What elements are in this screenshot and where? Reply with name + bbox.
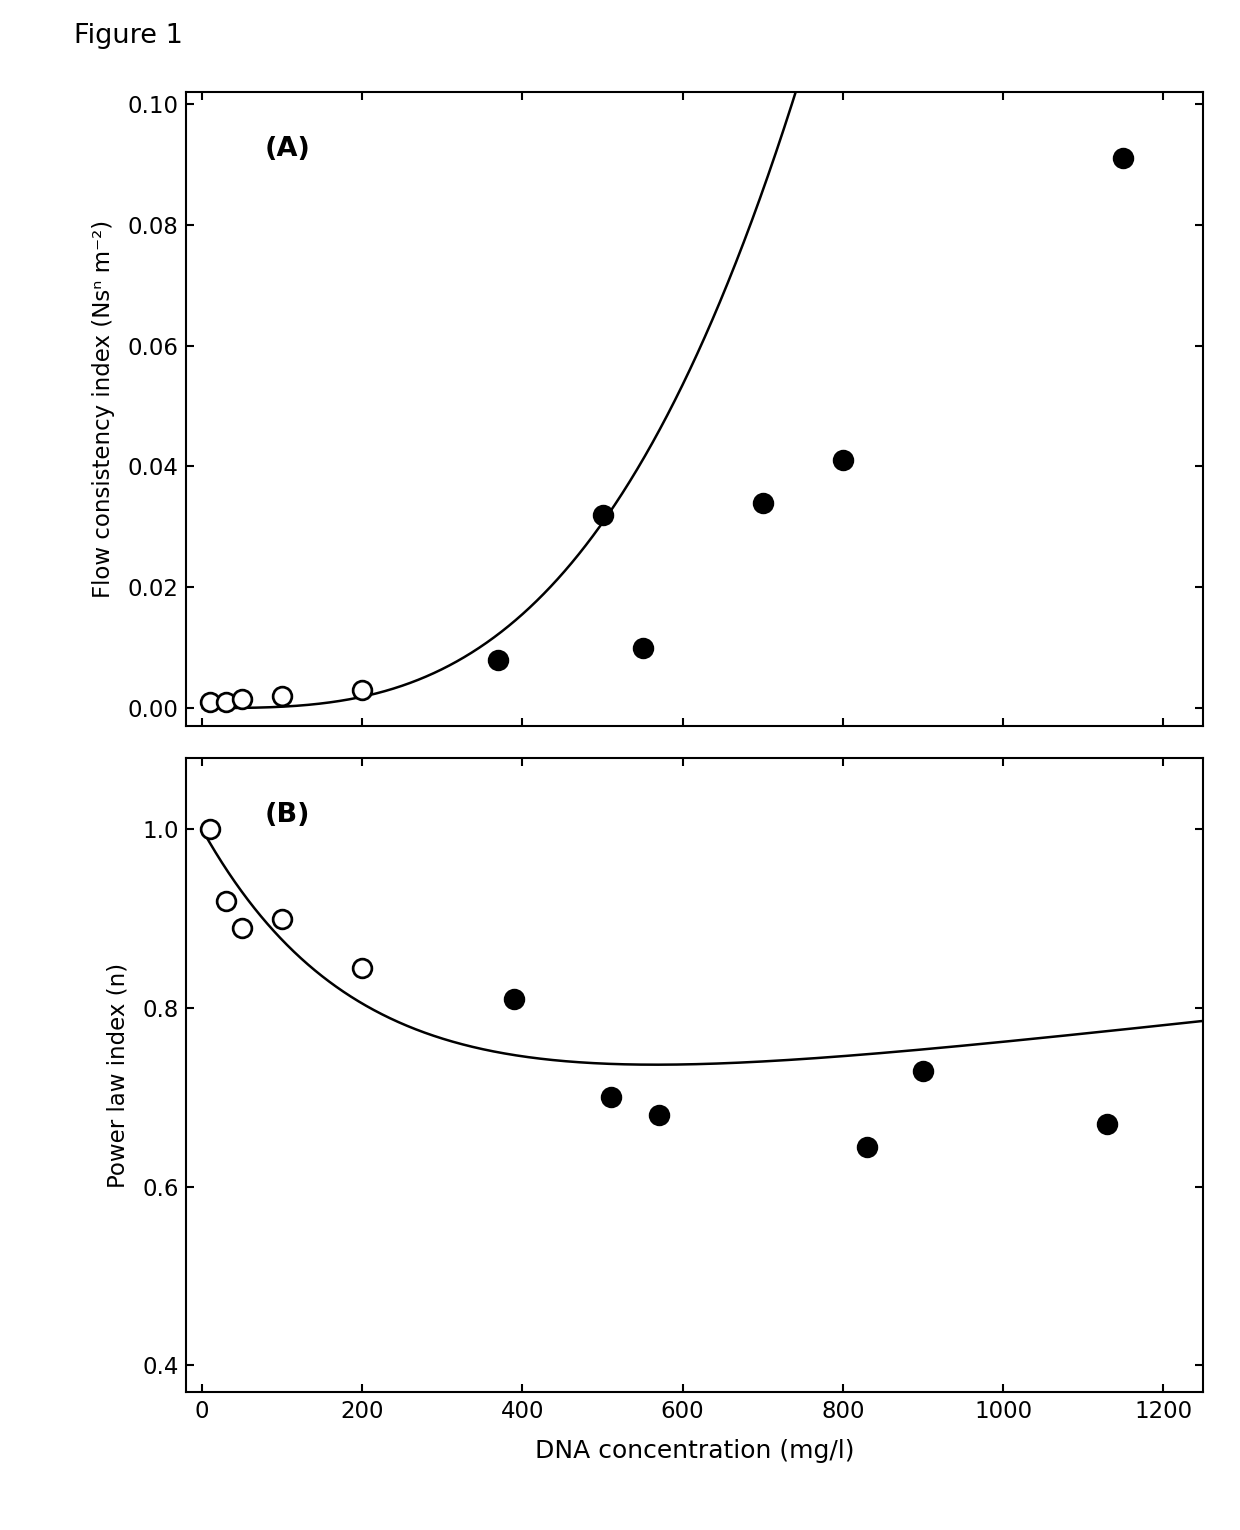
Text: Figure 1: Figure 1 — [74, 23, 184, 49]
Text: (B): (B) — [265, 802, 310, 828]
Y-axis label: Power law index (n): Power law index (n) — [107, 962, 130, 1187]
Text: (A): (A) — [265, 136, 310, 162]
X-axis label: DNA concentration (mg/l): DNA concentration (mg/l) — [534, 1440, 854, 1463]
Y-axis label: Flow consistency index (Nsⁿ m⁻²): Flow consistency index (Nsⁿ m⁻²) — [92, 220, 115, 598]
